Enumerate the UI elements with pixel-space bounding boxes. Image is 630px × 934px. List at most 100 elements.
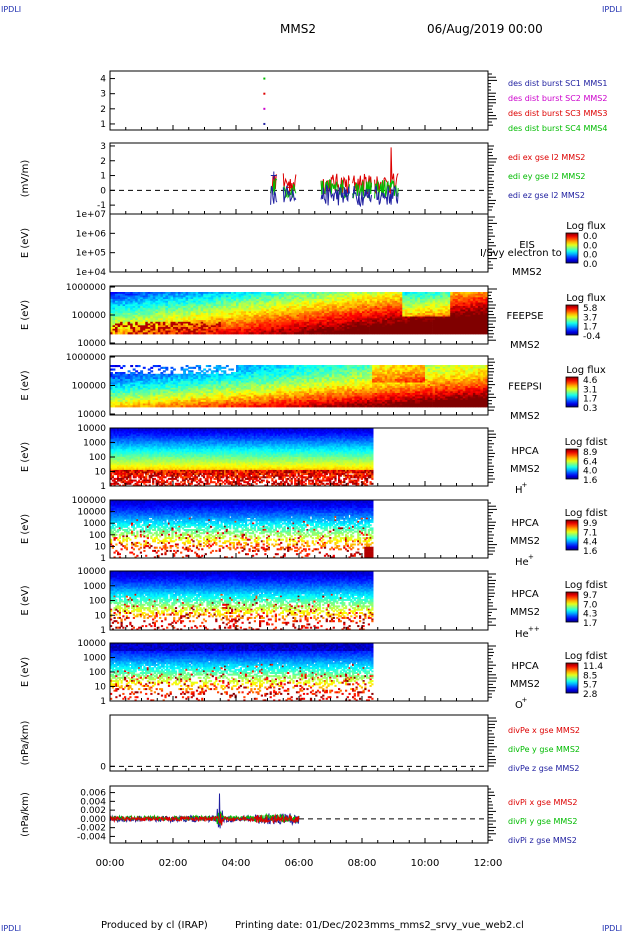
panel-eis: 1e+04 1e+05 1e+06 1e+07 EIS MMS2 I/Svy electro… bbox=[20, 210, 606, 278]
edi-legend-1: edi ey gse l2 MMS2 bbox=[508, 172, 586, 181]
hpca_hepp-ytick-label-2: 100 bbox=[89, 597, 106, 607]
footer-script-name: mms_mms2_srvy_vue_web2.cl bbox=[370, 920, 524, 931]
feepse-colorbar-label-0: 5.8 bbox=[583, 304, 598, 314]
divpi-legend-0: divPi x gse MMS2 bbox=[508, 798, 577, 807]
xaxis-tick-label-0: 00:00 bbox=[96, 858, 125, 869]
hpca_h-colorbar-label-2: 4.0 bbox=[583, 467, 598, 477]
hpca_o-colorbar-label-3: 2.8 bbox=[583, 690, 598, 700]
hpca_o-ytick-label-4: 10000 bbox=[77, 639, 106, 649]
hpca_he-spacecraft-label: MMS2 bbox=[510, 536, 540, 547]
divpi-ytick-label-3: 0.002 bbox=[80, 806, 106, 816]
hpca_he-ytick-label-1: 10 bbox=[95, 542, 107, 552]
hpca_hepp-charge-label: ++ bbox=[528, 625, 540, 633]
feepsi-colorbar-label-1: 3.1 bbox=[583, 385, 597, 395]
feepse-ytick-label-0: 10000 bbox=[77, 339, 106, 349]
eis-ytick-label-1: 1e+05 bbox=[76, 249, 106, 259]
edi-series-1 bbox=[320, 178, 350, 200]
edi-series-0 bbox=[374, 147, 399, 195]
edi-cross-marker bbox=[270, 171, 277, 180]
burst-legend-3: des dist burst SC4 MMS4 bbox=[508, 124, 607, 133]
hpca_hepp-colorbar-title: Log fdist bbox=[565, 580, 608, 591]
divpi-ytick-label-2: 0.000 bbox=[80, 815, 106, 825]
edi-ytick-label-1: 0 bbox=[100, 186, 106, 196]
feepse-colorbar-title: Log flux bbox=[566, 293, 606, 304]
hpca_h-charge-label: + bbox=[522, 481, 528, 489]
feepsi-spectrogram bbox=[110, 365, 489, 408]
edi-series-2 bbox=[374, 185, 399, 205]
feepse-spectrogram bbox=[110, 292, 489, 335]
feepse-instrument-label: FEEPSE bbox=[506, 311, 543, 322]
divpe-legend-1: divPe y gse MMS2 bbox=[508, 745, 580, 754]
burst-ytick-label-2: 3 bbox=[100, 90, 106, 100]
hpca_o-colorbar-title: Log fdist bbox=[565, 651, 608, 662]
eis-ytick-label-2: 1e+06 bbox=[76, 229, 107, 239]
eis-overlay-text: I/Svy electron to bbox=[480, 248, 562, 259]
burst-legend-1: des dist burst SC2 MMS2 bbox=[508, 94, 607, 103]
corner-label-bottom-left: IPDLI bbox=[1, 924, 21, 933]
divpi-frame bbox=[109, 785, 489, 844]
edi-legend-0: edi ex gse l2 MMS2 bbox=[508, 153, 585, 162]
panel-feepsi: 10000 100000 1000000 FEEPSI MMS2 Log flux4.63… bbox=[20, 353, 606, 422]
hpca_he-colorbar-title: Log fdist bbox=[565, 508, 608, 519]
feepsi-spacecraft-label: MMS2 bbox=[510, 411, 540, 422]
feepsi-colorbar-title: Log flux bbox=[566, 365, 606, 376]
feepsi-ytick-label-0: 10000 bbox=[77, 410, 106, 420]
hpca_o-instrument-label: HPCA bbox=[511, 661, 539, 672]
hpca_o-spacecraft-label: MMS2 bbox=[510, 679, 540, 690]
eis-ytick-label-3: 1e+07 bbox=[76, 210, 106, 220]
burst-legend-0: des dist burst SC1 MMS1 bbox=[508, 79, 607, 88]
hpca_he-ytick-label-3: 1000 bbox=[83, 519, 106, 529]
divpe-ytick-label-0: 0 bbox=[100, 762, 106, 772]
hpca_hepp-ytick-label-4: 10000 bbox=[77, 567, 106, 577]
hpca_hepp-spectrogram bbox=[110, 571, 374, 631]
hpca_o-spectrogram bbox=[110, 643, 374, 702]
hpca_hepp-colorbar-label-2: 4.3 bbox=[583, 610, 597, 620]
hpca_hepp-instrument-label: HPCA bbox=[511, 589, 539, 600]
panel-edi: -1 0 1 2 3 edi ex gse l2 MMS2 edi ey gse l2 MM… bbox=[20, 142, 586, 215]
hpca_he-charge-label: + bbox=[528, 553, 534, 561]
feepsi-colorbar-label-3: 0.3 bbox=[583, 404, 597, 414]
hpca_hepp-colorbar-label-1: 7.0 bbox=[583, 600, 598, 610]
edi-frame bbox=[109, 142, 489, 215]
eis-colorbar-label-3: 0.0 bbox=[583, 260, 598, 270]
divpi-ytick-label-4: 0.004 bbox=[80, 797, 106, 807]
xaxis-tick-label-5: 10:00 bbox=[411, 858, 440, 869]
hpca_he-colorbar-label-0: 9.9 bbox=[583, 519, 598, 529]
eis-colorbar bbox=[565, 232, 579, 264]
hpca_he-instrument-label: HPCA bbox=[511, 518, 539, 529]
xaxis-tick-label-3: 06:00 bbox=[285, 858, 314, 869]
hpca_o-colorbar-label-2: 5.7 bbox=[583, 681, 597, 691]
eis-colorbar-label-2: 0.0 bbox=[583, 251, 598, 261]
feepsi-colorbar-label-0: 4.6 bbox=[583, 376, 598, 386]
hpca_h-ylabel: E (eV) bbox=[20, 442, 31, 472]
edi-series-2 bbox=[352, 185, 372, 208]
hpca_hepp-colorbar-label-0: 9.7 bbox=[583, 591, 597, 601]
hpca_o-charge-label: + bbox=[522, 696, 528, 704]
xaxis-tick-label-4: 08:00 bbox=[348, 858, 377, 869]
hpca_hepp-ytick-label-0: 1 bbox=[100, 626, 106, 636]
hpca_hepp-colorbar bbox=[565, 591, 579, 623]
burst-ytick-label-0: 1 bbox=[100, 120, 106, 130]
burst-point-2 bbox=[263, 92, 266, 95]
hpca_o-colorbar-label-0: 11.4 bbox=[583, 662, 603, 672]
hpca_hepp-species-label: He bbox=[515, 629, 529, 640]
divpe-frame bbox=[109, 714, 489, 772]
feepsi-colorbar bbox=[565, 376, 579, 408]
feepsi-colorbar-label-2: 1.7 bbox=[583, 395, 597, 405]
hpca_h-ytick-label-3: 1000 bbox=[83, 439, 106, 449]
hpca_o-colorbar bbox=[565, 662, 579, 694]
hpca_o-ytick-label-3: 1000 bbox=[83, 654, 106, 664]
eis-colorbar-label-0: 0.0 bbox=[583, 232, 598, 242]
hpca_o-species-label: O bbox=[515, 700, 523, 711]
hpca_h-instrument-label: HPCA bbox=[511, 446, 539, 457]
corner-label-top-right: IPDLI bbox=[602, 5, 622, 14]
feepse-colorbar bbox=[565, 304, 579, 336]
hpca_hepp-colorbar-label-3: 1.7 bbox=[583, 619, 597, 629]
feepse-ylabel: E (eV) bbox=[20, 300, 31, 330]
xaxis-tick-label-2: 04:00 bbox=[222, 858, 251, 869]
hpca_he-species-label: He bbox=[515, 557, 529, 568]
footer-produced: Produced by cl (IRAP) bbox=[101, 920, 208, 931]
divpi-ytick-label-5: 0.006 bbox=[80, 789, 106, 799]
